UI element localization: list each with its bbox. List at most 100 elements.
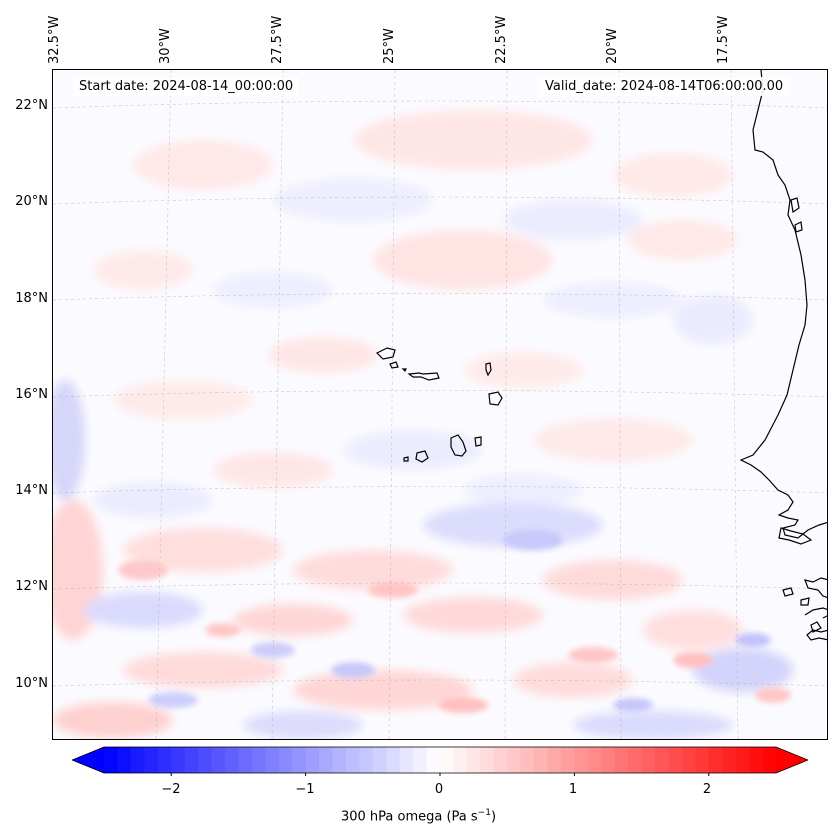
colorbar-segment [762,747,777,773]
colorbar-segment [426,747,441,773]
colorbar-segment [130,747,145,773]
island-brava [403,456,409,462]
colorbar-segment [224,747,239,773]
colorbar-segment [681,747,696,773]
lon-label-30w: 30°W [158,28,173,64]
lon-label-20w: 20°W [605,28,620,64]
colorbar-segment [413,747,428,773]
gridline-lat-10n [53,679,827,687]
colorbar-segment [238,747,253,773]
colorbar-segment [198,747,213,773]
gridline-lat-20n [53,196,827,205]
colorbar-segment [601,747,616,773]
colorbar-segment [628,747,643,773]
gridline-lat-18n [53,293,827,301]
colorbar [72,746,808,776]
map-panel [52,69,828,740]
colorbar-segment [117,747,132,773]
colorbar-segment [587,747,602,773]
colorbar-segment [507,747,522,773]
colorbar-segment [305,747,320,773]
island-santiago [450,434,467,457]
colorbar-segment [735,747,750,773]
gridline-lon-22-5w [504,70,508,739]
lat-label-16n: 16°N [15,387,48,402]
gridline-lat-22n [53,100,827,109]
start-date-label: Start date: 2024-08-14_00:00:00 [73,77,300,96]
colorbar-segment [171,747,186,773]
colorbar-segment [278,747,293,773]
colorbar-segment [547,747,562,773]
gridline-lon-17-5w [730,70,739,739]
island-boa-vista [488,391,503,406]
gridline-lon-25w [388,70,396,739]
colorbar-segment [265,747,280,773]
valid-date-label: Valid_date: 2024-08-14T06:00:00.00 [539,77,790,96]
island-sao-vicente [389,361,399,369]
coastline-mauritania-senegal [739,70,827,539]
gridline-lat-12n [53,582,827,590]
gridline-lon-27-5w [271,70,284,739]
colorbar-segment [157,747,172,773]
lat-label-22n: 22°N [15,98,48,113]
colorbar-segment [574,747,589,773]
colorbar-segment [695,747,710,773]
colorbar-segment [668,747,683,773]
colorbar-segment [144,747,159,773]
colorbar-tick-label-0: 0 [434,782,444,797]
colorbar-extend-high [776,747,808,773]
omega-field [53,110,793,739]
colorbar-segment [104,747,119,773]
colorbar-segment [708,747,723,773]
omega-field-detail [118,530,791,713]
colorbar-segment [292,747,307,773]
lon-label-17-5w: 17.5°W [716,15,731,64]
island-santa-luzia [401,368,407,373]
lat-label-20n: 20°N [15,194,48,209]
colorbar-segment [372,747,387,773]
colorbar-title-close: ) [490,809,497,825]
colorbar-segment [211,747,226,773]
colorbar-segment [560,747,575,773]
colorbar-segment [453,747,468,773]
gridline-lon-20w [618,70,622,739]
omega-field-map [53,70,827,739]
lat-label-14n: 14°N [15,483,48,498]
colorbar-segment [399,747,414,773]
colorbar-segment [332,747,347,773]
colorbar-title: 300 hPa omega (Pa s−1) [0,808,837,824]
colorbar-segments [104,747,777,773]
colorbar-segment [386,747,401,773]
west-africa-coastline [739,70,827,641]
colorbar-segment [480,747,495,773]
colorbar-segment [440,747,455,773]
colorbar-segment [520,747,535,773]
colorbar-tick-label-2: 2 [702,782,712,797]
colorbar-segment [749,747,764,773]
colorbar-segment [345,747,360,773]
coastline-guinea-bissau [804,577,827,598]
gridline-lat-16n [53,390,827,398]
colorbar-title-exponent: −1 [477,808,491,818]
coastline-gambia [778,527,813,545]
colorbar-tick-label-neg2: −2 [161,782,181,797]
lon-label-22-5w: 22.5°W [494,15,509,64]
colorbar-title-text: 300 hPa omega (Pa s [340,809,478,825]
lat-label-12n: 12°N [15,579,48,594]
colorbar-tick-label-neg1: −1 [295,782,315,797]
island-santo-antao [375,347,396,360]
colorbar-ticks [170,773,710,776]
gridline-lon-30w [155,70,172,739]
coastline-guinea [806,629,827,641]
colorbar-segment [722,747,737,773]
lat-label-18n: 18°N [15,291,48,306]
colorbar-segment [319,747,334,773]
colorbar-segment [184,747,199,773]
lat-label-10n: 10°N [15,676,48,691]
colorbar-segment [534,747,549,773]
colorbar-segment [614,747,629,773]
cape-verde-islands [375,347,503,463]
colorbar-extend-low [72,747,104,773]
coastline-bijagos [804,607,827,633]
colorbar-segment [466,747,481,773]
